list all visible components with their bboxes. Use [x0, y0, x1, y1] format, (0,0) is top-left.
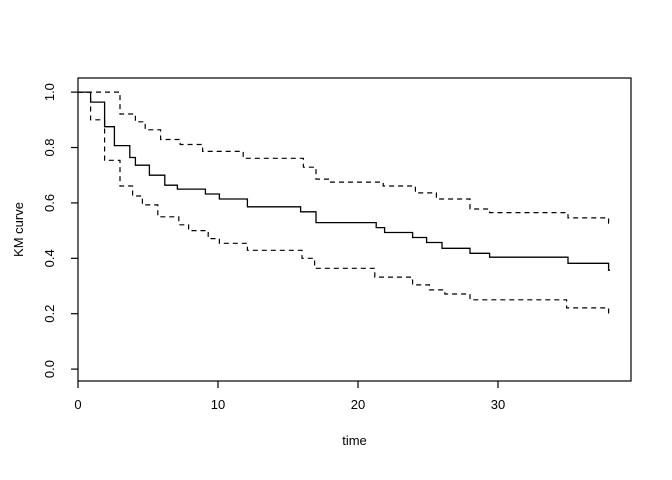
- y-axis-ticks: 0.0 0.2 0.4 0.6 0.8 1.0: [42, 83, 78, 378]
- x-tick-label: 20: [351, 397, 365, 412]
- km-estimate-line: [78, 91, 610, 271]
- x-axis-label: time: [342, 433, 367, 448]
- plot-box: [77, 77, 632, 382]
- series-group: [78, 91, 610, 316]
- upper-confidence-band-line: [78, 91, 610, 224]
- x-tick-label: 30: [491, 397, 505, 412]
- y-tick-label: 0.6: [42, 194, 57, 212]
- y-tick-label: 0.4: [42, 249, 57, 267]
- x-axis-ticks: 0 10 20 30: [74, 381, 505, 412]
- y-tick-label: 1.0: [42, 83, 57, 101]
- y-axis-label: KM curve: [11, 202, 26, 257]
- x-tick-label: 0: [74, 397, 81, 412]
- lower-confidence-band-line: [78, 91, 610, 316]
- y-tick-label: 0.0: [42, 360, 57, 378]
- y-tick-label: 0.2: [42, 305, 57, 323]
- x-tick-label: 10: [211, 397, 225, 412]
- y-tick-label: 0.8: [42, 138, 57, 156]
